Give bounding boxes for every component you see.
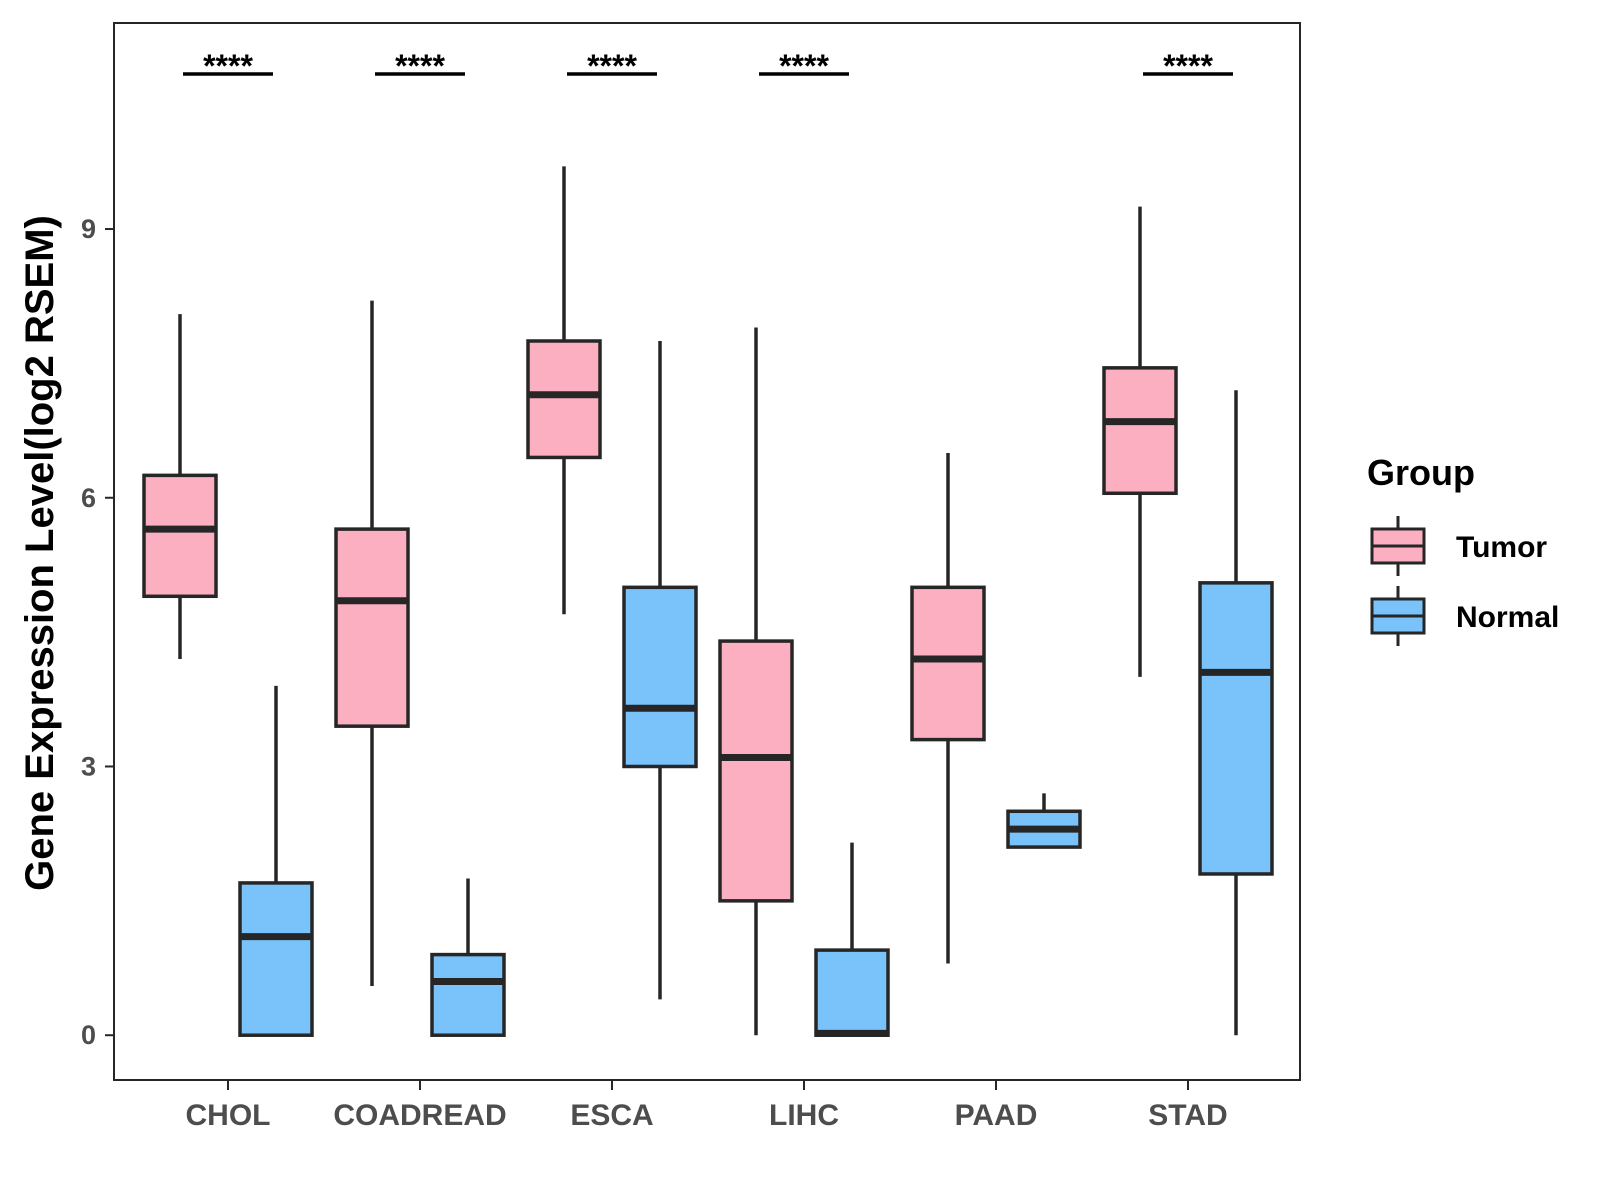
legend-title: Group	[1367, 452, 1475, 493]
box-tumor-chol	[142, 314, 218, 659]
significance-stars: ****	[395, 48, 445, 84]
legend-key-tumor	[1370, 516, 1426, 576]
box-iqr	[622, 585, 698, 769]
box-iqr	[1198, 581, 1274, 876]
x-tick-label: ESCA	[570, 1099, 653, 1132]
significance-annotations: **** **** **** **** ****	[183, 48, 1233, 84]
box-tumor-esca	[526, 166, 602, 615]
y-axis-label: Gene Expression Level(log2 RSEM)	[18, 215, 62, 891]
legend-entry-label: Tumor	[1456, 531, 1547, 564]
significance-stars: ****	[1163, 48, 1213, 84]
box-iqr	[1102, 366, 1178, 496]
x-tick-label: CHOL	[186, 1099, 271, 1132]
box-iqr	[910, 585, 986, 742]
significance-stars: ****	[779, 48, 829, 84]
legend-key-normal	[1370, 586, 1426, 646]
x-tick-label: LIHC	[769, 1099, 839, 1132]
box-normal-stad	[1198, 390, 1274, 1036]
box-tumor-stad	[1102, 206, 1178, 677]
box-series	[142, 166, 1274, 1037]
x-axis: CHOL COADREAD ESCA LIHC PAAD STAD	[186, 1080, 1228, 1132]
significance-stars: ****	[203, 48, 253, 84]
y-tick-label: 9	[81, 214, 96, 244]
box-iqr	[526, 339, 602, 460]
legend: Group Tumor Normal	[1367, 452, 1559, 646]
box-iqr	[430, 952, 506, 1037]
box-normal-paad	[1006, 793, 1082, 849]
box-tumor-lihc	[718, 327, 794, 1036]
box-iqr	[142, 473, 218, 599]
y-axis: 0 3 6 9	[81, 214, 114, 1050]
box-iqr	[238, 881, 314, 1037]
significance-stars: ****	[587, 48, 637, 84]
x-tick-label: PAAD	[955, 1099, 1038, 1132]
box-iqr	[814, 948, 890, 1037]
y-tick-label: 6	[81, 483, 96, 513]
x-tick-label: STAD	[1148, 1099, 1227, 1132]
box-tumor-coadread	[334, 300, 410, 986]
y-tick-label: 0	[81, 1020, 96, 1050]
y-tick-label: 3	[81, 751, 96, 781]
x-tick-label: COADREAD	[333, 1099, 506, 1132]
box-tumor-paad	[910, 452, 986, 964]
box-normal-coadread	[430, 878, 506, 1037]
box-normal-lihc	[814, 842, 890, 1037]
legend-entry-label: Normal	[1456, 601, 1559, 634]
box-normal-chol	[238, 685, 314, 1037]
box-iqr	[718, 639, 794, 903]
box-normal-esca	[622, 340, 698, 1000]
box-iqr	[334, 527, 410, 728]
